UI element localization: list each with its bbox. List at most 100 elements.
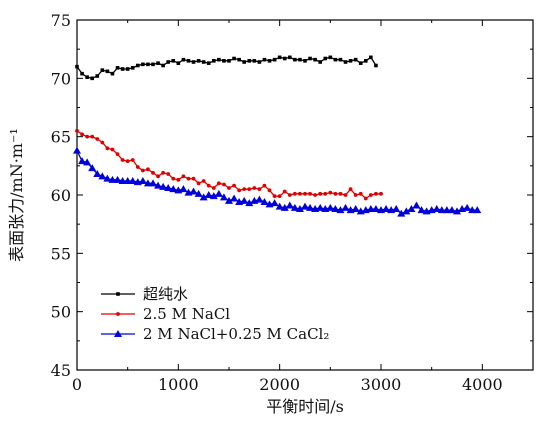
data-point xyxy=(277,55,282,60)
data-point xyxy=(412,201,421,209)
data-point xyxy=(166,60,170,64)
data-point xyxy=(90,76,94,81)
data-point xyxy=(196,59,201,63)
data-point xyxy=(136,63,140,68)
data-point xyxy=(230,194,239,202)
data-point xyxy=(225,196,233,204)
series-layer xyxy=(73,55,482,217)
data-point xyxy=(146,167,150,172)
data-point xyxy=(199,193,208,201)
data-point xyxy=(245,199,254,207)
data-point xyxy=(382,205,391,212)
data-point xyxy=(135,165,140,169)
data-point xyxy=(328,190,333,195)
data-point xyxy=(326,203,335,211)
data-point xyxy=(161,170,166,175)
data-point xyxy=(214,189,223,197)
data-point xyxy=(473,206,482,214)
data-point xyxy=(120,67,125,71)
data-point xyxy=(364,59,368,63)
x-tick-label: 2000 xyxy=(259,375,300,394)
data-point xyxy=(257,187,262,192)
data-point xyxy=(90,134,95,139)
data-point xyxy=(206,61,211,65)
data-point xyxy=(98,172,107,180)
data-point xyxy=(290,203,299,211)
data-point xyxy=(176,61,181,65)
data-point xyxy=(369,55,373,60)
data-point xyxy=(196,181,201,186)
data-point xyxy=(191,60,196,64)
data-point xyxy=(113,175,122,183)
data-point xyxy=(186,176,191,181)
data-point xyxy=(331,205,340,212)
data-point xyxy=(73,146,81,154)
data-point xyxy=(100,140,105,145)
data-point xyxy=(447,206,456,214)
legend-label: 2.5 M NaCl xyxy=(143,305,230,323)
legend-item: 2 M NaCl+0.25 M CaCl₂ xyxy=(101,325,329,343)
data-point xyxy=(280,203,289,211)
data-point xyxy=(232,56,236,61)
data-point xyxy=(338,191,343,196)
data-point xyxy=(75,64,79,69)
y-tick-label: 55 xyxy=(51,244,71,263)
data-point xyxy=(348,187,353,192)
data-point xyxy=(100,68,105,72)
data-point xyxy=(166,172,171,176)
x-tick-label: 3000 xyxy=(361,375,402,394)
y-tick-label: 65 xyxy=(51,128,71,147)
data-point xyxy=(222,182,226,187)
data-point xyxy=(371,205,380,212)
y-tick-label: 70 xyxy=(51,69,71,88)
data-point xyxy=(318,60,322,64)
data-point xyxy=(252,186,257,190)
data-point xyxy=(272,57,277,62)
data-point xyxy=(374,191,378,196)
legend: 超纯水 2.5 M NaCl 2 M NaCl+0.25 M CaCl₂ xyxy=(101,285,329,343)
data-point xyxy=(417,206,426,214)
data-point xyxy=(353,193,358,197)
data-point xyxy=(189,187,198,195)
data-point xyxy=(78,157,87,165)
data-point xyxy=(191,176,196,181)
x-tick-label: 1000 xyxy=(158,375,199,394)
data-point xyxy=(141,62,145,67)
data-point xyxy=(437,206,446,214)
data-point xyxy=(242,187,247,192)
data-point xyxy=(212,59,216,63)
data-point xyxy=(88,164,97,172)
series-0 xyxy=(75,55,378,81)
data-point xyxy=(209,192,218,200)
data-point xyxy=(140,168,145,173)
data-point xyxy=(206,183,211,188)
data-point xyxy=(288,55,292,60)
x-tick-label: 4000 xyxy=(462,375,503,394)
data-point xyxy=(118,177,127,184)
data-point xyxy=(181,174,186,179)
data-point xyxy=(138,177,147,184)
data-point xyxy=(95,74,100,78)
data-point xyxy=(323,191,328,196)
data-point xyxy=(328,55,333,60)
data-point xyxy=(237,57,241,62)
data-point xyxy=(272,194,277,199)
data-point xyxy=(83,158,92,166)
data-point xyxy=(222,59,226,63)
data-point xyxy=(303,59,307,63)
data-point xyxy=(85,134,90,139)
data-point xyxy=(453,207,461,215)
data-point xyxy=(270,199,279,207)
y-axis-ticks: 45 50 55 60 65 70 75 xyxy=(51,11,533,380)
data-point xyxy=(336,206,345,214)
data-point xyxy=(287,193,292,197)
data-point xyxy=(219,193,228,201)
data-point xyxy=(247,59,252,63)
data-point xyxy=(151,170,155,175)
y-tick-label: 75 xyxy=(51,11,71,30)
data-point xyxy=(277,194,282,199)
data-point xyxy=(216,181,221,186)
data-point xyxy=(211,186,216,190)
data-point xyxy=(143,179,152,187)
data-point xyxy=(333,57,338,62)
